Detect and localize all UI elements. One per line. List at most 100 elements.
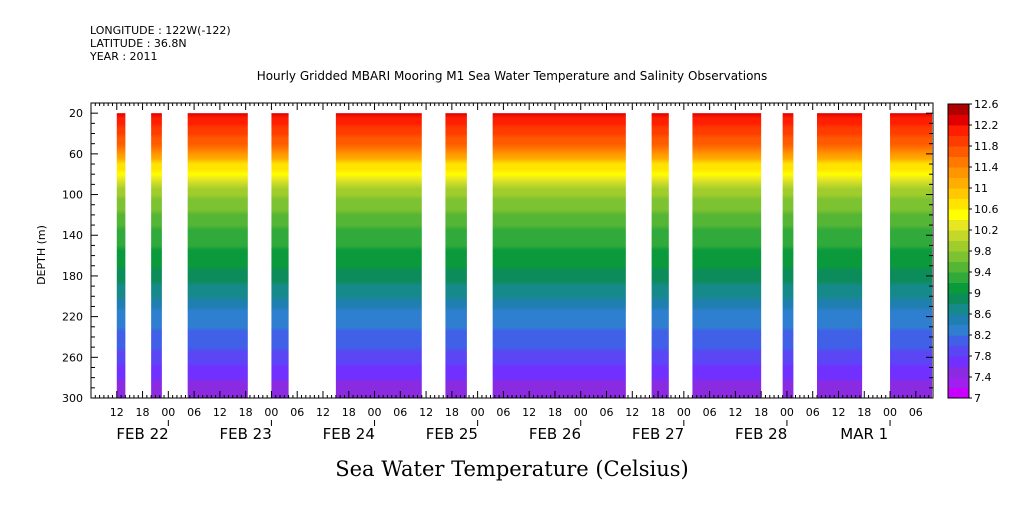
year-label: YEAR : 2011 [89, 50, 158, 63]
colorbar-swatch [948, 230, 969, 241]
x-hour-label: 12 [728, 406, 742, 419]
colorbar-swatch [948, 303, 969, 315]
y-tick-label: 260 [62, 351, 83, 364]
y-tick-label: 60 [69, 148, 83, 161]
x-hour-label: 06 [290, 406, 304, 419]
colorbar-swatch [948, 240, 969, 252]
y-tick-label: 220 [62, 311, 83, 324]
colorbar-label: 11.8 [974, 140, 999, 153]
x-hour-label: 00 [883, 406, 897, 419]
x-hour-label: 18 [857, 406, 871, 419]
colorbar-swatch [948, 261, 969, 273]
x-hour-label: 18 [548, 406, 562, 419]
y-tick-label: 20 [69, 107, 83, 120]
latitude-label: LATITUDE : 36.8N [90, 37, 187, 50]
colorbar-swatch [948, 387, 969, 399]
y-tick-label: 300 [62, 392, 83, 405]
colorbar-swatch [948, 219, 969, 231]
colorbar-label: 7.4 [974, 371, 992, 384]
x-hour-label: 18 [239, 406, 253, 419]
colorbar: 12.6 12.2 11.8 11.4 11 10.6 10.2 9.8 9.4 9 8.6 8.2 7… [947, 98, 999, 405]
colorbar-label: 7 [974, 392, 981, 405]
x-hour-label: 12 [625, 406, 639, 419]
data-segment [271, 113, 289, 398]
colorbar-swatch [948, 293, 969, 304]
colorbar-label: 8.6 [974, 308, 992, 321]
y-tick-label: 180 [62, 270, 83, 283]
colorbar-label: 10.2 [974, 224, 999, 237]
y-axis-title: DEPTH (m) [35, 225, 48, 285]
colorbar-label: 11 [974, 182, 988, 195]
x-date-label: FEB 28 [735, 425, 787, 443]
colorbar-swatch [948, 335, 969, 346]
x-hour-label: 06 [909, 406, 923, 419]
colorbar-label: 9.8 [974, 245, 992, 258]
heatmap-plot [116, 113, 932, 398]
colorbar-swatch [948, 324, 969, 336]
x-date-label: FEB 25 [426, 425, 478, 443]
x-date-label: FEB 24 [323, 425, 375, 443]
x-hour-label: 00 [161, 406, 175, 419]
x-hour-label: 06 [496, 406, 510, 419]
longitude-label: LONGITUDE : 122W(-122) [90, 24, 231, 37]
x-hour-label: 06 [600, 406, 614, 419]
x-date-label: FEB 26 [529, 425, 581, 443]
colorbar-swatch [948, 156, 969, 168]
x-hour-label: 18 [342, 406, 356, 419]
x-date-label: FEB 23 [220, 425, 272, 443]
x-hour-label: 00 [471, 406, 485, 419]
colorbar-swatch [948, 104, 969, 115]
colorbar-swatch [948, 146, 969, 157]
y-tick-label: 100 [62, 189, 83, 202]
x-hour-label: 12 [316, 406, 330, 419]
colorbar-swatch [948, 251, 969, 262]
x-hour-label: 12 [110, 406, 124, 419]
chart-title: Hourly Gridded MBARI Mooring M1 Sea Wate… [257, 69, 768, 83]
colorbar-swatch [948, 135, 969, 147]
x-hour-label: 12 [213, 406, 227, 419]
x-date-label: FEB 22 [116, 425, 168, 443]
colorbar-label: 8.2 [974, 329, 992, 342]
x-date-label: FEB 27 [632, 425, 684, 443]
data-segment [187, 113, 248, 398]
x-hour-label: 18 [754, 406, 768, 419]
colorbar-swatch [948, 188, 969, 199]
colorbar-swatch [948, 356, 969, 367]
x-hour-label: 12 [522, 406, 536, 419]
x-hour-label: 00 [677, 406, 691, 419]
x-hour-label: 18 [651, 406, 665, 419]
data-segment [445, 113, 467, 398]
colorbar-label: 7.8 [974, 350, 992, 363]
x-hour-label: 12 [831, 406, 845, 419]
data-segment [692, 113, 762, 398]
colorbar-swatch [948, 345, 969, 357]
colorbar-label: 10.6 [974, 203, 999, 216]
colorbar-label: 9 [974, 287, 981, 300]
y-tick-label: 140 [62, 229, 83, 242]
data-segment [335, 113, 422, 398]
colorbar-swatch [948, 177, 969, 189]
colorbar-label: 11.4 [974, 161, 999, 174]
x-hour-label: 18 [136, 406, 150, 419]
data-segment [651, 113, 669, 398]
x-hour-label: 18 [445, 406, 459, 419]
colorbar-swatch [948, 272, 969, 283]
colorbar-label: 12.6 [974, 98, 999, 111]
colorbar-swatch [948, 167, 969, 178]
data-segment [492, 113, 626, 398]
colorbar-label: 9.4 [974, 266, 992, 279]
x-hour-label: 06 [703, 406, 717, 419]
colorbar-swatch [948, 314, 969, 325]
colorbar-swatch [948, 377, 969, 388]
data-segment [116, 113, 126, 398]
colorbar-swatch [948, 114, 969, 126]
data-segment [151, 113, 162, 398]
data-segment [782, 113, 794, 398]
x-date-label: MAR 1 [840, 425, 888, 443]
colorbar-swatch [948, 125, 969, 136]
colorbar-swatch [948, 366, 969, 378]
axes: 20 60 100 140 180 220 260 300 12 18 00 06 12 18 00 06 12… [62, 102, 934, 443]
colorbar-swatch [948, 282, 969, 294]
data-segment [890, 113, 932, 398]
